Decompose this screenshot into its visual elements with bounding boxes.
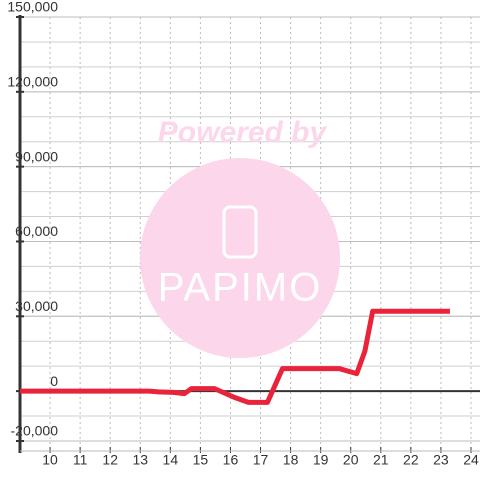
x-tick-label: 24 <box>463 452 479 468</box>
x-tick-label: 10 <box>42 452 58 468</box>
watermark-icon <box>222 205 258 259</box>
y-tick-label: 30,000 <box>15 298 58 314</box>
data-line <box>20 308 450 405</box>
y-tick-label: 60,000 <box>15 223 58 239</box>
x-tick-label: 21 <box>373 452 389 468</box>
watermark: Powered by PAPIMO <box>140 116 340 358</box>
x-tick-label: 22 <box>403 452 419 468</box>
x-tick-label: 16 <box>223 452 239 468</box>
y-tick-label: 0 <box>50 373 58 389</box>
y-tick-label: -20,000 <box>11 423 59 439</box>
watermark-logo: PAPIMO <box>158 266 323 310</box>
x-tick-label: 14 <box>163 452 179 468</box>
watermark-text: Powered by <box>158 116 328 149</box>
x-tick-label: 20 <box>343 452 359 468</box>
x-tick-label: 15 <box>193 452 209 468</box>
y-tick-label: 90,000 <box>15 148 58 164</box>
x-tick-label: 19 <box>313 452 329 468</box>
x-tick-label: 18 <box>283 452 299 468</box>
x-tick-label: 12 <box>102 452 118 468</box>
y-tick-label: 120,000 <box>7 74 58 90</box>
x-tick-label: 23 <box>433 452 449 468</box>
x-tick-label: 13 <box>132 452 148 468</box>
x-tick-label: 17 <box>253 452 269 468</box>
x-tick-label: 11 <box>73 452 88 468</box>
y-tick-label: 150,000 <box>7 0 58 15</box>
